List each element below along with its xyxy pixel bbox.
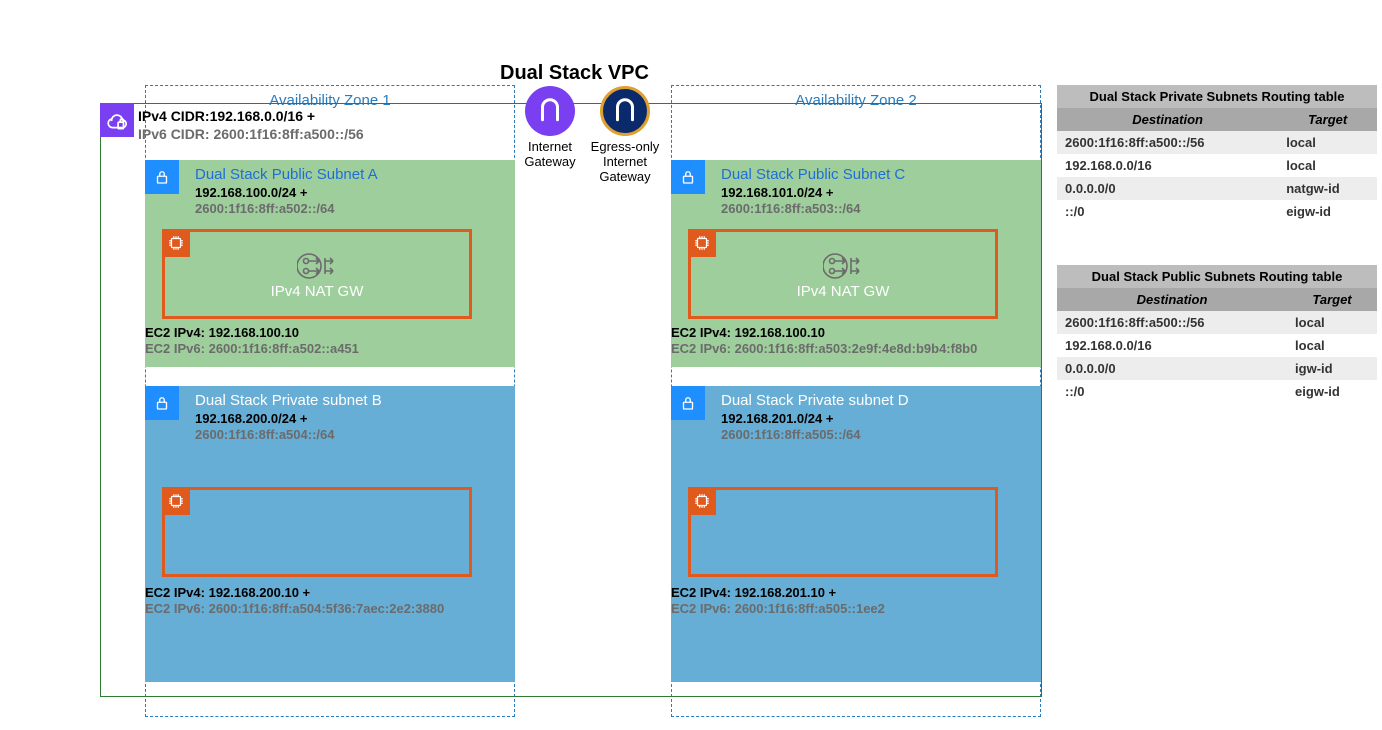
subnet-name: Dual Stack Private subnet D	[721, 392, 1031, 411]
subnet-name: Dual Stack Public Subnet A	[195, 166, 505, 185]
eigw-label-2: Internet	[585, 155, 665, 170]
ec2-instance-b	[162, 487, 472, 577]
lock-icon	[145, 160, 179, 194]
lock-icon	[145, 386, 179, 420]
table-row: 2600:1f16:8ff:a500::/56local	[1057, 131, 1377, 154]
chip-icon	[162, 487, 190, 515]
internet-gateway: Internet Gateway	[510, 86, 590, 170]
table-cell: 0.0.0.0/0	[1057, 357, 1287, 380]
col-target: Target	[1278, 108, 1377, 131]
igw-label-1: Internet	[510, 140, 590, 155]
table-row: ::/0eigw-id	[1057, 200, 1377, 223]
table-cell: local	[1278, 131, 1377, 154]
subnet-ipv4: 192.168.200.0/24 +	[195, 411, 505, 427]
ec2-info-d: EC2 IPv4: 192.168.201.10 + EC2 IPv6: 260…	[671, 585, 885, 618]
table-cell: ::/0	[1057, 200, 1278, 223]
nat-gateway-icon	[823, 249, 863, 283]
nat-label: IPv4 NAT GW	[271, 283, 364, 300]
igw-label-2: Gateway	[510, 155, 590, 170]
private-routing-table: Dual Stack Private Subnets Routing table…	[1057, 85, 1377, 223]
subnet-ipv4: 192.168.101.0/24 +	[721, 185, 1031, 201]
ec2-ipv4: EC2 IPv4: 192.168.100.10	[145, 325, 359, 341]
igw-icon	[525, 86, 575, 136]
chip-icon	[688, 487, 716, 515]
table-cell: 2600:1f16:8ff:a500::/56	[1057, 311, 1287, 334]
table-cell: 192.168.0.0/16	[1057, 334, 1287, 357]
ec2-ipv6: EC2 IPv6: 2600:1f16:8ff:a504:5f36:7aec:2…	[145, 601, 444, 617]
vpc-icon	[100, 103, 134, 137]
ipv6-cidr-value: 2600:1f16:8ff:a500::/56	[213, 126, 363, 142]
table-row: 192.168.0.0/16local	[1057, 334, 1377, 357]
table-cell: local	[1287, 311, 1377, 334]
table-row: 192.168.0.0/16local	[1057, 154, 1377, 177]
subnet-name: Dual Stack Private subnet B	[195, 392, 505, 411]
ipv4-cidr-label: IPv4 CIDR:	[138, 108, 210, 124]
subnet-ipv4: 192.168.100.0/24 +	[195, 185, 505, 201]
ec2-ipv6: EC2 IPv6: 2600:1f16:8ff:a503:2e9f:4e8d:b…	[671, 341, 977, 357]
eigw-label-3: Gateway	[585, 170, 665, 185]
public-routing-table: Dual Stack Public Subnets Routing table …	[1057, 265, 1377, 403]
ipv4-cidr-value: 192.168.0.0/16 +	[210, 108, 316, 124]
table-cell: local	[1287, 334, 1377, 357]
vpc-cidr-block: IPv4 CIDR:192.168.0.0/16 + IPv6 CIDR: 26…	[138, 108, 364, 143]
ec2-instance-d	[688, 487, 998, 577]
table-row: ::/0eigw-id	[1057, 380, 1377, 403]
eigw-label-1: Egress-only	[585, 140, 665, 155]
ec2-info-b: EC2 IPv4: 192.168.200.10 + EC2 IPv6: 260…	[145, 585, 444, 618]
ec2-info-a: EC2 IPv4: 192.168.100.10 EC2 IPv6: 2600:…	[145, 325, 359, 358]
table-cell: igw-id	[1287, 357, 1377, 380]
diagram-canvas: Dual Stack VPC Availability Zone 1 Avail…	[0, 0, 1382, 730]
chip-icon	[688, 229, 716, 257]
subnet-ipv6: 2600:1f16:8ff:a502::/64	[195, 201, 505, 217]
page-title: Dual Stack VPC	[500, 62, 649, 85]
table-cell: 0.0.0.0/0	[1057, 177, 1278, 200]
subnet-ipv6: 2600:1f16:8ff:a505::/64	[721, 427, 1031, 443]
subnet-name: Dual Stack Public Subnet C	[721, 166, 1031, 185]
table-cell: eigw-id	[1287, 380, 1377, 403]
table-cell: local	[1278, 154, 1377, 177]
subnet-ipv6: 2600:1f16:8ff:a504::/64	[195, 427, 505, 443]
table-row: 2600:1f16:8ff:a500::/56local	[1057, 311, 1377, 334]
table-cell: 192.168.0.0/16	[1057, 154, 1278, 177]
nat-gateway-c: IPv4 NAT GW	[688, 229, 998, 319]
table-cell: 2600:1f16:8ff:a500::/56	[1057, 131, 1278, 154]
table-cell: natgw-id	[1278, 177, 1377, 200]
col-destination: Destination	[1057, 288, 1287, 311]
lock-icon	[671, 160, 705, 194]
col-target: Target	[1287, 288, 1377, 311]
ec2-ipv6: EC2 IPv6: 2600:1f16:8ff:a505::1ee2	[671, 601, 885, 617]
egress-only-internet-gateway: Egress-only Internet Gateway	[585, 86, 665, 185]
ec2-info-c: EC2 IPv4: 192.168.100.10 EC2 IPv6: 2600:…	[671, 325, 977, 358]
subnet-ipv4: 192.168.201.0/24 +	[721, 411, 1031, 427]
subnet-ipv6: 2600:1f16:8ff:a503::/64	[721, 201, 1031, 217]
lock-icon	[671, 386, 705, 420]
table-row: 0.0.0.0/0natgw-id	[1057, 177, 1377, 200]
table-caption: Dual Stack Public Subnets Routing table	[1057, 265, 1377, 288]
ec2-ipv4: EC2 IPv4: 192.168.200.10 +	[145, 585, 444, 601]
table-row: 0.0.0.0/0igw-id	[1057, 357, 1377, 380]
table-caption: Dual Stack Private Subnets Routing table	[1057, 85, 1377, 108]
nat-gateway-a: IPv4 NAT GW	[162, 229, 472, 319]
nat-gateway-icon	[297, 249, 337, 283]
chip-icon	[162, 229, 190, 257]
eigw-icon	[600, 86, 650, 136]
col-destination: Destination	[1057, 108, 1278, 131]
ec2-ipv4: EC2 IPv4: 192.168.100.10	[671, 325, 977, 341]
table-cell: eigw-id	[1278, 200, 1377, 223]
ec2-ipv6: EC2 IPv6: 2600:1f16:8ff:a502::a451	[145, 341, 359, 357]
table-cell: ::/0	[1057, 380, 1287, 403]
ipv6-cidr-label: IPv6 CIDR:	[138, 126, 210, 142]
nat-label: IPv4 NAT GW	[797, 283, 890, 300]
ec2-ipv4: EC2 IPv4: 192.168.201.10 +	[671, 585, 885, 601]
